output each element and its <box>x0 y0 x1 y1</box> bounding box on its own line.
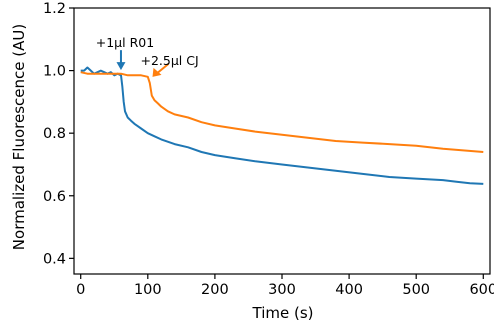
series-line-2 <box>80 71 484 153</box>
x-tick-label: 100 <box>134 282 162 298</box>
x-tick-label: 500 <box>402 282 430 298</box>
x-tick-label: 200 <box>201 282 229 298</box>
annotation-label-1: +1µl R01 <box>96 35 154 50</box>
axes-layer: 0 100 200 300 400 500 600 0.4 0.6 0.8 1.0 1.2 <box>43 1 494 298</box>
annotation-arrowhead-2 <box>152 67 162 77</box>
annotation-layer: +1µl R01 +2.5µl CJ <box>96 35 199 77</box>
annotation-label-2: +2.5µl CJ <box>141 53 199 68</box>
annotation-arrow-2 <box>156 63 170 74</box>
y-tick-label: 1.2 <box>43 1 66 17</box>
y-axis-title: Normalized Fluorescence (AU) <box>10 24 28 250</box>
annotation-arrowhead-1 <box>116 62 126 71</box>
x-tick-label: 600 <box>469 282 494 298</box>
series-layer <box>80 66 484 185</box>
y-tick-label: 0.8 <box>43 126 66 142</box>
x-tick-label: 400 <box>335 282 363 298</box>
y-tick-label: 0.4 <box>43 251 66 267</box>
series-line-1 <box>80 66 484 185</box>
x-tick-label: 0 <box>76 282 85 298</box>
y-tick-label: 1.0 <box>43 64 66 80</box>
x-tick-label: 300 <box>268 282 296 298</box>
y-tick-label: 0.6 <box>43 189 66 205</box>
x-axis-title: Time (s) <box>252 304 314 322</box>
